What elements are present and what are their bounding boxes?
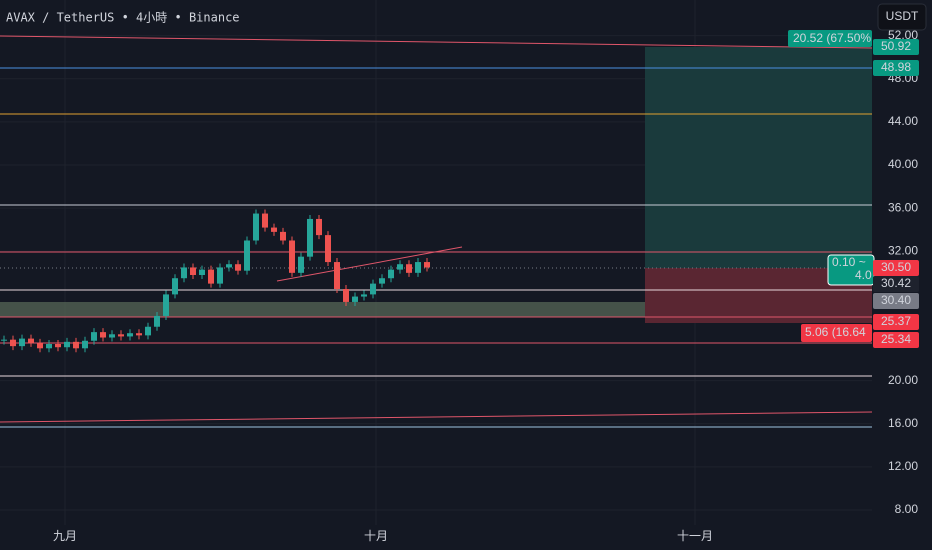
price-badge-label: 48.98 xyxy=(881,60,911,74)
candle xyxy=(145,326,151,336)
candle xyxy=(10,339,16,347)
target-label-bg xyxy=(788,30,872,47)
price-badge xyxy=(873,314,919,330)
candle xyxy=(343,289,349,302)
symbol-title: AVAX / TetherUS • 4小時 • Binance xyxy=(6,11,240,25)
target-label: 20.52 (67.50% xyxy=(793,31,871,45)
price-tick-label: 8.00 xyxy=(895,502,919,516)
candle xyxy=(226,264,232,268)
candle xyxy=(46,343,52,349)
price-badge-label: 25.37 xyxy=(881,314,911,328)
time-axis: 九月 十月 十一月 xyxy=(53,529,713,543)
candle xyxy=(325,235,331,263)
candle xyxy=(334,262,340,290)
price-badge xyxy=(873,276,919,292)
candle xyxy=(415,262,421,273)
candle xyxy=(163,294,169,316)
candle xyxy=(55,343,61,348)
candle xyxy=(280,231,286,241)
candle xyxy=(37,342,43,349)
candle xyxy=(154,315,160,327)
price-badge-label: 25.34 xyxy=(881,332,911,346)
price-badge xyxy=(873,260,919,276)
price-tick-label: 40.00 xyxy=(888,157,918,171)
price-tick-label: 52.00 xyxy=(888,28,918,42)
candle xyxy=(424,262,430,268)
time-label: 十一月 xyxy=(677,529,713,543)
candle xyxy=(217,267,223,284)
price-badge-label: 30.40 xyxy=(881,293,911,307)
trend-line xyxy=(276,246,463,282)
candle xyxy=(136,333,142,336)
candle xyxy=(316,218,322,236)
candle xyxy=(370,283,376,295)
candle xyxy=(64,341,70,348)
price-tick-label: 44.00 xyxy=(888,114,918,128)
price-badge-label: 30.50 xyxy=(881,260,911,274)
candle xyxy=(289,240,295,273)
candle xyxy=(91,332,97,341)
candle xyxy=(118,334,124,337)
candle xyxy=(82,340,88,349)
candle xyxy=(172,278,178,295)
candle xyxy=(253,213,259,241)
candle xyxy=(208,269,214,284)
candle xyxy=(388,269,394,279)
trend-line xyxy=(0,35,873,49)
candle xyxy=(406,264,412,273)
candle xyxy=(271,227,277,232)
zone-band xyxy=(0,302,645,317)
candle xyxy=(379,278,385,284)
price-badge xyxy=(873,39,919,55)
price-tick-label: 20.00 xyxy=(888,373,918,387)
candle xyxy=(28,338,34,343)
price-badge xyxy=(873,60,919,76)
candle xyxy=(235,264,241,271)
candle xyxy=(181,267,187,279)
currency-button[interactable] xyxy=(877,3,927,31)
candle xyxy=(109,334,115,338)
candle xyxy=(100,332,106,338)
price-badge xyxy=(873,332,919,348)
price-badge-label: 50.92 xyxy=(881,39,911,53)
stop-label-bg xyxy=(801,324,872,342)
candle xyxy=(352,296,358,302)
price-tick-label: 36.00 xyxy=(888,200,918,214)
candle xyxy=(361,294,367,297)
price-badge-label: 30.42 xyxy=(881,276,911,290)
candle xyxy=(244,240,250,271)
price-tick-label: 12.00 xyxy=(888,459,918,473)
candle xyxy=(19,338,25,347)
grid xyxy=(0,0,872,525)
candle xyxy=(307,218,313,257)
candle xyxy=(190,267,196,275)
price-badge xyxy=(873,293,919,309)
price-tick-label: 32.00 xyxy=(888,243,918,257)
currency-label[interactable]: USDT xyxy=(886,9,919,23)
entry-label: 4.0 xyxy=(855,268,872,282)
candle xyxy=(298,256,304,273)
candle xyxy=(1,339,7,341)
trend-line xyxy=(0,411,873,423)
candle xyxy=(199,269,205,275)
candle xyxy=(397,264,403,270)
price-badges: 50.92 48.98 30.50 30.42 30.40 25.37 25.34 xyxy=(873,39,919,348)
price-tick-label: 16.00 xyxy=(888,416,918,430)
profit-zone xyxy=(645,47,872,268)
candles xyxy=(1,209,430,353)
time-label: 十月 xyxy=(364,529,388,543)
stop-label: 5.06 (16.64 xyxy=(805,325,866,339)
time-label: 九月 xyxy=(53,529,77,543)
candle xyxy=(262,213,268,228)
entry-label: 0.10 ~ xyxy=(832,255,866,269)
candle xyxy=(73,341,79,349)
candle xyxy=(127,333,133,337)
